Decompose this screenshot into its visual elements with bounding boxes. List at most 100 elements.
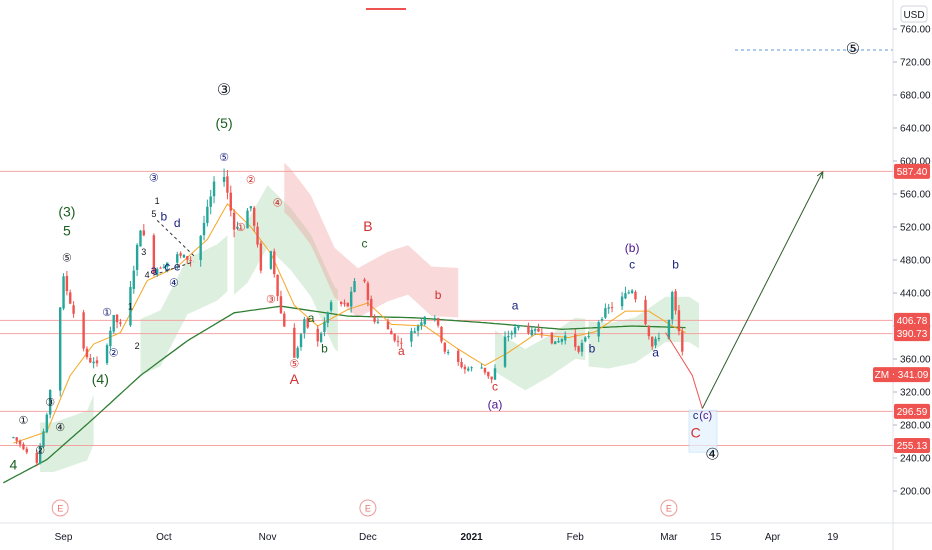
- candle[interactable]: [139, 229, 142, 247]
- candle[interactable]: [249, 205, 253, 212]
- candle[interactable]: [349, 286, 353, 313]
- candle[interactable]: [132, 265, 135, 294]
- candle[interactable]: [513, 323, 517, 338]
- candle[interactable]: [370, 295, 373, 318]
- candle[interactable]: [671, 290, 674, 325]
- candle[interactable]: [303, 316, 306, 339]
- candle[interactable]: [89, 353, 92, 364]
- candle[interactable]: [667, 319, 671, 340]
- candle[interactable]: [62, 273, 65, 311]
- candle[interactable]: [222, 168, 226, 187]
- candle[interactable]: [597, 320, 600, 343]
- candle[interactable]: [82, 309, 85, 352]
- candle[interactable]: [212, 176, 216, 204]
- candle[interactable]: [65, 270, 69, 296]
- candle[interactable]: [620, 292, 624, 311]
- candle[interactable]: [373, 314, 376, 324]
- candle[interactable]: [202, 215, 206, 241]
- candle[interactable]: [647, 325, 651, 340]
- candle[interactable]: [48, 389, 52, 419]
- candle[interactable]: [537, 323, 540, 333]
- candle[interactable]: [507, 330, 510, 342]
- candle[interactable]: [433, 315, 436, 322]
- candle[interactable]: [630, 288, 634, 295]
- candle[interactable]: [189, 256, 192, 267]
- candle[interactable]: [550, 332, 554, 345]
- candle[interactable]: [326, 311, 329, 328]
- candle[interactable]: [533, 327, 537, 335]
- candle[interactable]: [600, 317, 604, 323]
- candle[interactable]: [634, 290, 637, 303]
- candle[interactable]: [12, 436, 15, 439]
- candle[interactable]: [420, 318, 423, 330]
- candle[interactable]: [346, 302, 350, 307]
- candle[interactable]: [564, 331, 567, 345]
- candle[interactable]: [176, 251, 179, 270]
- target-zone-box[interactable]: [688, 409, 718, 453]
- candle[interactable]: [654, 336, 657, 349]
- candle[interactable]: [162, 263, 166, 269]
- candle[interactable]: [59, 306, 62, 397]
- candle[interactable]: [182, 254, 186, 259]
- candle[interactable]: [293, 323, 296, 358]
- candle[interactable]: [413, 327, 416, 334]
- candle[interactable]: [436, 317, 440, 328]
- candle[interactable]: [416, 324, 420, 337]
- candle[interactable]: [540, 328, 544, 339]
- candle[interactable]: [72, 301, 75, 318]
- candle[interactable]: [92, 357, 95, 369]
- candle[interactable]: [627, 289, 630, 295]
- candle[interactable]: [396, 335, 400, 347]
- candle[interactable]: [624, 286, 627, 300]
- candle[interactable]: [25, 446, 28, 455]
- candle[interactable]: [574, 329, 577, 351]
- candle[interactable]: [85, 346, 89, 360]
- candle[interactable]: [109, 326, 112, 351]
- candle[interactable]: [112, 314, 115, 334]
- candle[interactable]: [42, 428, 45, 448]
- candle[interactable]: [677, 304, 681, 336]
- candle[interactable]: [45, 412, 49, 434]
- candle[interactable]: [527, 322, 530, 335]
- candle[interactable]: [329, 300, 333, 313]
- candle[interactable]: [246, 208, 249, 229]
- candle[interactable]: [393, 333, 396, 343]
- projection-arrow[interactable]: [665, 170, 824, 453]
- candle[interactable]: [252, 205, 256, 232]
- candle[interactable]: [644, 295, 647, 326]
- horizontal-levels[interactable]: [0, 49, 893, 447]
- candle[interactable]: [410, 327, 413, 347]
- candle[interactable]: [319, 331, 323, 343]
- candle[interactable]: [577, 345, 580, 354]
- candle[interactable]: [95, 356, 99, 367]
- candle[interactable]: [199, 234, 202, 267]
- candle[interactable]: [142, 224, 146, 237]
- candle[interactable]: [446, 349, 450, 356]
- candle[interactable]: [460, 357, 463, 369]
- candle[interactable]: [440, 326, 443, 344]
- candle[interactable]: [135, 243, 139, 277]
- candle[interactable]: [232, 209, 236, 238]
- candle[interactable]: [557, 337, 560, 343]
- candle[interactable]: [323, 317, 326, 337]
- candle[interactable]: [674, 289, 677, 315]
- candle[interactable]: [657, 332, 661, 342]
- candle[interactable]: [386, 318, 390, 330]
- candle[interactable]: [490, 376, 493, 384]
- candle[interactable]: [517, 324, 520, 331]
- candle[interactable]: [463, 364, 467, 374]
- earnings-marker[interactable]: E: [359, 499, 377, 517]
- candle[interactable]: [115, 314, 119, 329]
- candle[interactable]: [296, 345, 299, 359]
- candle[interactable]: [226, 170, 229, 200]
- candle[interactable]: [457, 348, 460, 366]
- candle[interactable]: [423, 316, 426, 327]
- candle[interactable]: [269, 250, 273, 270]
- candle[interactable]: [273, 248, 276, 278]
- candle[interactable]: [186, 255, 189, 265]
- candle[interactable]: [353, 278, 356, 293]
- candle[interactable]: [159, 266, 162, 269]
- candle[interactable]: [390, 328, 393, 335]
- candle[interactable]: [306, 317, 309, 329]
